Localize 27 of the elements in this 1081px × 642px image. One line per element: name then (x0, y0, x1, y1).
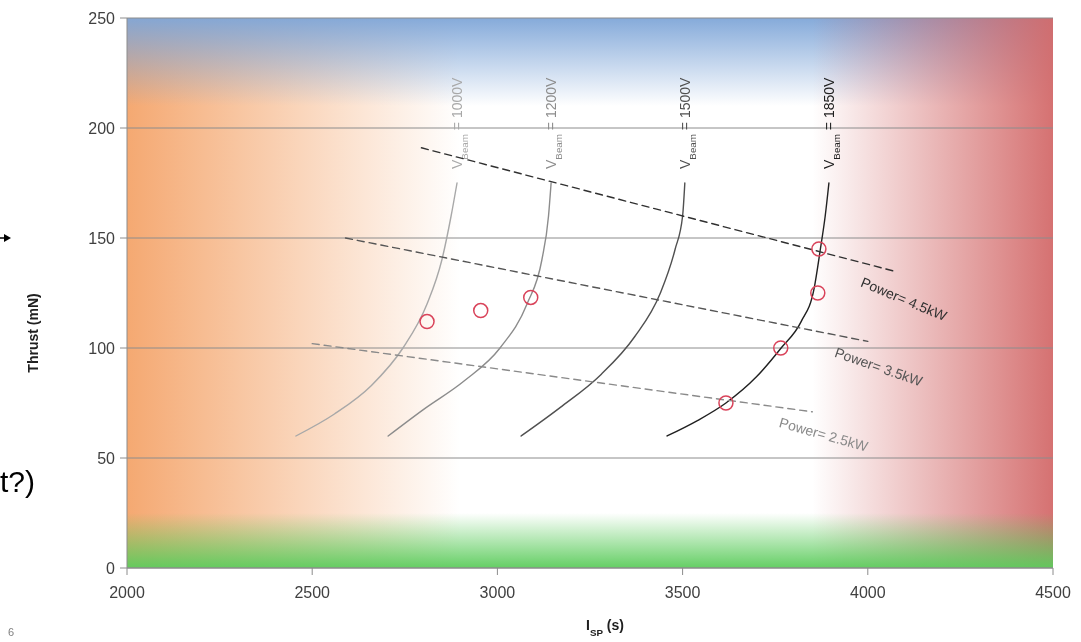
text: Power= 2.5kW (777, 414, 871, 455)
x-tick-label: 4500 (1035, 584, 1071, 601)
x-tick-label: 3500 (664, 584, 701, 601)
x-axis-title: I$_{SP}$ (s) (586, 617, 624, 638)
text: t?) (0, 465, 36, 498)
point (419, 313, 435, 330)
y-tick-label: 250 (88, 9, 116, 27)
y-tick-label: 100 (88, 339, 116, 357)
text: Power= 3.5kW (832, 344, 926, 390)
x-tick-label: 2000 (109, 584, 145, 601)
text: 6 (8, 626, 15, 638)
x-tick-label: 4000 (850, 584, 886, 601)
x-tick-label: 3000 (479, 584, 516, 601)
y-axis-title: Thrust (mN) (25, 293, 41, 373)
point (522, 289, 539, 306)
x-tick-label: 2500 (294, 584, 331, 601)
point (810, 285, 826, 301)
point (718, 395, 734, 411)
point (472, 302, 489, 319)
y-tick-label: 50 (97, 449, 116, 467)
y-tick-label: 200 (88, 119, 116, 137)
point (811, 241, 827, 257)
line-series (666, 182, 830, 437)
y-tick-label: 0 (106, 559, 116, 577)
y-tick-label: 150 (88, 229, 116, 247)
point (773, 340, 789, 356)
line-series (295, 182, 458, 437)
